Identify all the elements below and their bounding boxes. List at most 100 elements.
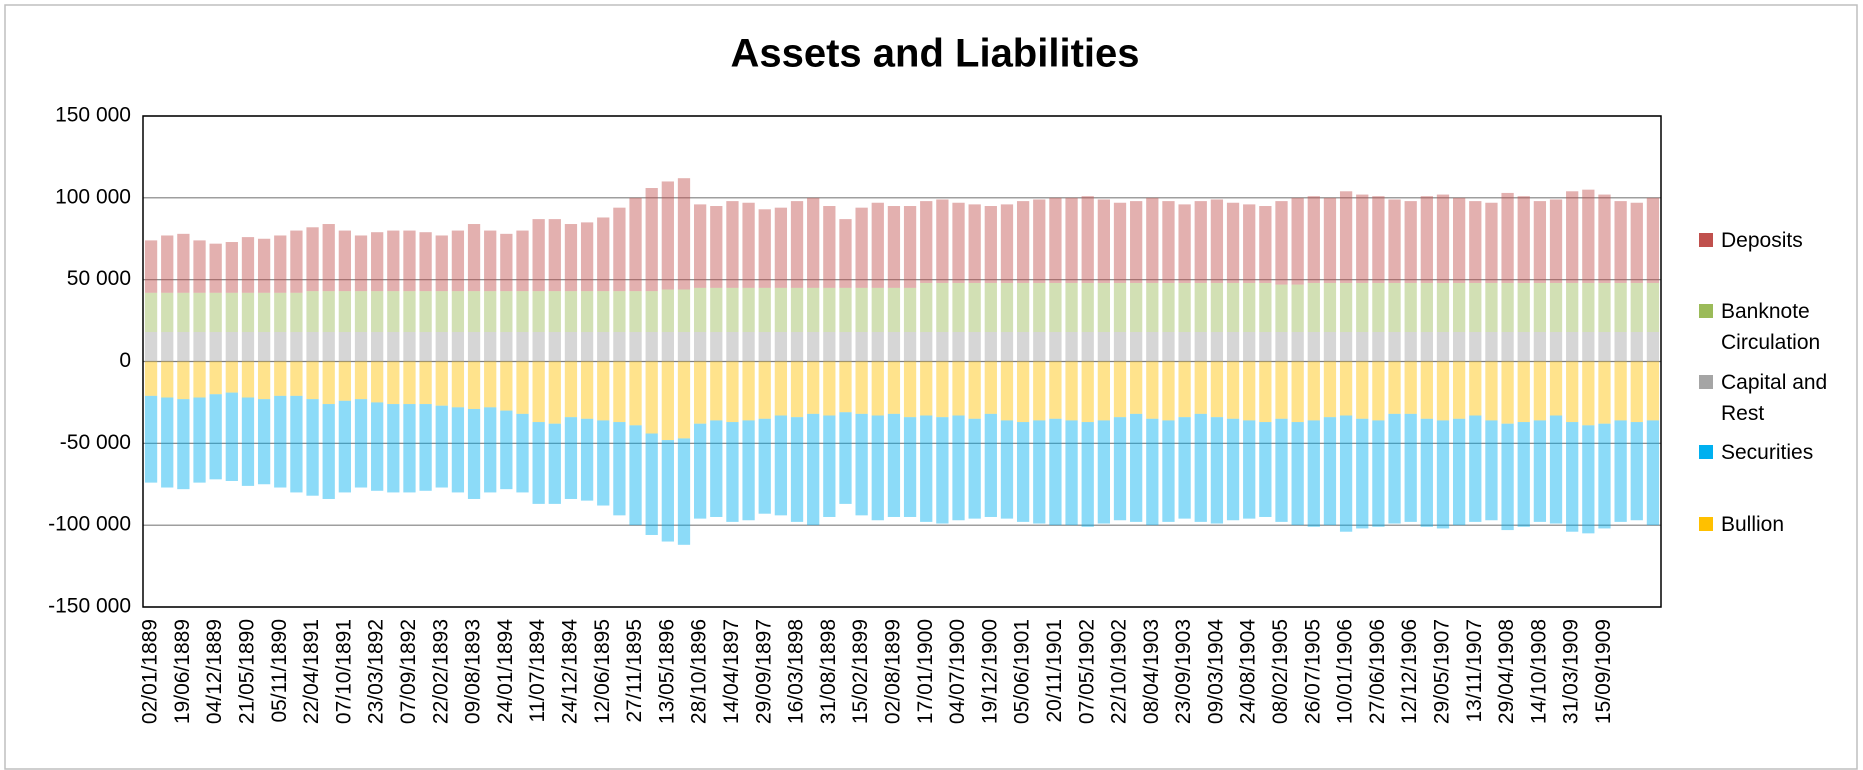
bar-segment [1243,282,1256,333]
bar-segment [694,332,707,362]
bar-segment [1549,415,1563,524]
bar-segment [629,291,642,333]
x-tick-label: 31/03/1909 [1560,619,1583,724]
x-tick-label: 12/06/1895 [591,619,614,724]
bar-segment [597,291,610,333]
y-tick-label: -100 000 [48,513,131,536]
bar-segment [290,292,303,333]
x-tick-label: 14/10/1908 [1527,619,1550,724]
bar-segment [177,361,190,400]
bar-segment [677,361,691,439]
x-tick-label: 07/05/1902 [1075,619,1098,724]
legend-label: Capital and Rest [1721,371,1828,425]
bar-segment [209,243,222,293]
bar-segment [484,332,497,362]
bar-segment [580,332,594,362]
bar-segment [1243,420,1256,519]
bar-segment [257,238,271,293]
bar-segment [144,292,158,333]
bar-segment [1162,201,1175,283]
bar-segment [790,332,804,362]
bar-segment [161,332,174,362]
bar-segment [1226,282,1240,333]
bar-segment [984,282,997,333]
x-tick-label: 12/12/1906 [1398,619,1421,724]
bar-segment [645,332,658,362]
bar-segment [758,361,771,419]
bar-segment [1323,332,1337,362]
bar-segment [1016,361,1030,423]
legend-item: Banknote Circulation [1699,296,1863,358]
bar-segment [225,242,238,293]
bar-segment [322,361,335,405]
bar-segment [209,394,222,480]
bar-segment [1566,191,1579,283]
x-tick-label: 02/08/1899 [881,619,904,724]
bar-segment [387,332,400,362]
bar-segment [257,361,271,400]
bar-segment [597,420,610,506]
bar-segment [774,361,788,416]
bar-segment [580,361,594,419]
bar-segment [855,287,868,333]
bar-segment [1162,420,1175,522]
bar-segment [823,361,836,416]
bar-segment [1469,415,1482,522]
bar-segment [322,404,335,499]
bar-segment [1097,199,1110,283]
bar-segment [1194,201,1207,283]
bar-segment [887,206,901,288]
bar-segment [1436,282,1450,333]
x-tick-label: 29/04/1908 [1495,619,1518,724]
bar-segment [225,361,238,393]
chart-border [4,4,1858,770]
bar-segment [419,404,432,491]
bar-segment [1259,282,1272,333]
bar-segment [1388,332,1401,362]
bar-segment [1356,282,1369,333]
bar-segment [225,292,238,333]
bar-segment [871,202,884,288]
bar-segment [1485,332,1498,362]
bar-segment [855,361,868,414]
bar-segment [694,287,707,333]
bar-segment [1388,199,1401,283]
bar-segment [742,202,755,288]
bar-segment [1646,420,1660,526]
bar-segment [548,291,561,333]
bar-segment [209,361,222,395]
bar-segment [694,423,707,519]
bar-segment [661,361,674,441]
bar-segment [774,287,788,333]
bar-segment [1049,282,1062,333]
x-tick-label: 31/08/1898 [817,619,840,724]
bar-segment [435,361,448,406]
bar-segment [257,399,271,485]
bar-segment [193,292,206,333]
x-tick-label: 08/02/1905 [1269,619,1292,724]
bar-segment [1033,282,1046,333]
bar-segment [742,420,755,521]
x-tick-label: 16/03/1898 [785,619,808,724]
y-tick-label: 50 000 [67,267,131,290]
x-tick-label: 15/02/1899 [849,619,872,724]
bar-segment [1291,197,1304,285]
bar-segment [467,291,481,333]
bar-segment [403,291,416,333]
bar-segment [580,222,594,292]
bar-segment [371,402,384,491]
bar-segment [1517,422,1530,527]
x-tick-label: 19/06/1889 [171,619,194,724]
bar-segment [1323,282,1337,333]
bar-segment [1646,282,1660,333]
bar-segment [419,232,432,292]
bar-segment [371,232,384,292]
bar-segment [1178,282,1191,333]
bar-segment [467,224,481,292]
legend-label: Banknote Circulation [1721,300,1821,354]
bar-segment [1436,420,1450,529]
bar-segment [1081,422,1094,527]
bar-segment [484,361,497,408]
bar-segment [1049,197,1062,283]
x-tick-label: 22/02/1893 [429,619,452,724]
